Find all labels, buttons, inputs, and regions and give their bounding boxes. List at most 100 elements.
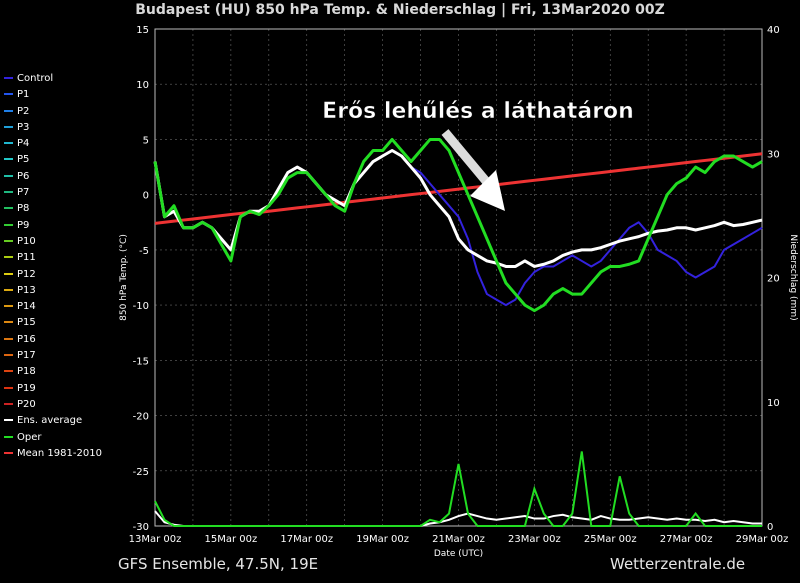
legend-label: P5 bbox=[17, 154, 30, 166]
y2-tick-label: 40 bbox=[767, 25, 780, 36]
legend-item: P17 bbox=[4, 349, 116, 365]
x-tick-label: 13Mar 00z bbox=[129, 534, 182, 545]
x-tick-label: 19Mar 00z bbox=[356, 534, 409, 545]
y-tick-label: -10 bbox=[133, 301, 149, 312]
series-line bbox=[153, 148, 763, 268]
y2-tick-label: 20 bbox=[767, 274, 780, 285]
chart-title: Budapest (HU) 850 hPa Temp. & Niederschl… bbox=[135, 2, 665, 18]
legend-item: P9 bbox=[4, 219, 116, 235]
legend-label: P12 bbox=[17, 268, 36, 280]
legend-swatch bbox=[4, 435, 13, 438]
legend-label: P8 bbox=[17, 203, 30, 215]
legend-label: P11 bbox=[17, 252, 36, 264]
legend-item: Control bbox=[4, 72, 116, 88]
arrow-head bbox=[470, 170, 505, 211]
legend-label: P10 bbox=[17, 235, 36, 247]
y-tick-label: 0 bbox=[143, 191, 149, 202]
y-tick-label: -15 bbox=[133, 356, 149, 367]
legend-item: P2 bbox=[4, 105, 116, 121]
annotation-text: Erős lehűlés a láthatáron bbox=[322, 99, 634, 124]
annotation-arrow bbox=[441, 129, 505, 211]
legend-label: P17 bbox=[17, 350, 36, 362]
legend-swatch bbox=[4, 125, 13, 128]
legend-swatch bbox=[4, 321, 13, 324]
y-tick-label: 5 bbox=[143, 135, 149, 146]
x-tick-label: 15Mar 00z bbox=[205, 534, 258, 545]
arrow-shaft bbox=[441, 129, 494, 189]
x-tick-label: 23Mar 00z bbox=[508, 534, 561, 545]
legend-label: Mean 1981-2010 bbox=[17, 447, 102, 459]
legend-swatch bbox=[4, 337, 13, 340]
x-tick-label: 21Mar 00z bbox=[432, 534, 485, 545]
legend-item: P3 bbox=[4, 121, 116, 137]
legend-item: Oper bbox=[4, 431, 116, 447]
legend-label: P3 bbox=[17, 121, 30, 133]
legend-swatch bbox=[4, 174, 13, 177]
legend-swatch bbox=[4, 370, 13, 373]
legend-item: P4 bbox=[4, 137, 116, 153]
legend-item: P7 bbox=[4, 186, 116, 202]
legend-item: P16 bbox=[4, 333, 116, 349]
legend-item: P18 bbox=[4, 365, 116, 381]
legend-swatch bbox=[4, 272, 13, 275]
legend-swatch bbox=[4, 207, 13, 210]
legend-label: Control bbox=[17, 73, 54, 84]
legend-item: P15 bbox=[4, 316, 116, 332]
y-tick-label: -5 bbox=[139, 246, 149, 257]
legend-item: P5 bbox=[4, 153, 116, 169]
legend: Control P1 P2 P3 P4 P5 P6 P7 P8 P9 P10 P11 P12 P13 P14… bbox=[4, 72, 116, 463]
legend-swatch bbox=[4, 223, 13, 226]
series-line bbox=[153, 137, 763, 313]
legend-item: P19 bbox=[4, 382, 116, 398]
y-axis-label: 850 hPa Temp. (°C) bbox=[119, 234, 129, 321]
y-tick-label: 15 bbox=[136, 25, 149, 36]
legend-label: P13 bbox=[17, 284, 36, 296]
legend-swatch bbox=[4, 109, 13, 112]
legend-label: P20 bbox=[17, 398, 36, 410]
legend-swatch bbox=[4, 77, 13, 79]
legend-swatch bbox=[4, 386, 13, 389]
legend-item: P6 bbox=[4, 170, 116, 186]
legend-item: P14 bbox=[4, 300, 116, 316]
y-tick-label: 10 bbox=[136, 80, 149, 91]
legend-label: P7 bbox=[17, 187, 30, 199]
legend-swatch bbox=[4, 288, 13, 291]
plot-frame bbox=[154, 28, 763, 527]
legend-item: P12 bbox=[4, 268, 116, 284]
y-tick-label: -20 bbox=[133, 412, 149, 423]
y2-tick-label: 10 bbox=[767, 398, 780, 409]
legend-item: P13 bbox=[4, 284, 116, 300]
legend-swatch bbox=[4, 305, 13, 308]
legend-swatch bbox=[4, 402, 13, 405]
legend-label: P9 bbox=[17, 219, 30, 231]
legend-item: P1 bbox=[4, 88, 116, 104]
legend-label: Oper bbox=[17, 431, 42, 443]
footer-source: Wetterzentrale.de bbox=[610, 555, 746, 573]
legend-swatch bbox=[4, 239, 13, 242]
legend-swatch bbox=[4, 142, 13, 145]
legend-item: P10 bbox=[4, 235, 116, 251]
y2-tick-label: 30 bbox=[767, 149, 780, 160]
legend-item: Ens. average bbox=[4, 414, 116, 430]
legend-label: P4 bbox=[17, 138, 30, 150]
y-tick-label: -25 bbox=[133, 467, 149, 478]
y2-axis-label: Niederschlag (mm) bbox=[788, 234, 798, 320]
legend-item: P8 bbox=[4, 202, 116, 218]
footer-model-info: GFS Ensemble, 47.5N, 19E bbox=[118, 555, 319, 573]
legend-swatch bbox=[4, 158, 13, 161]
y2-tick-label: 0 bbox=[767, 522, 773, 533]
legend-label: Ens. average bbox=[17, 415, 83, 427]
legend-swatch bbox=[4, 93, 13, 96]
legend-label: P16 bbox=[17, 333, 36, 345]
legend-label: P6 bbox=[17, 170, 30, 182]
x-tick-label: 25Mar 00z bbox=[584, 534, 637, 545]
legend-swatch bbox=[4, 451, 13, 454]
legend-label: P19 bbox=[17, 382, 36, 394]
x-tick-label: 17Mar 00z bbox=[280, 534, 333, 545]
legend-label: P1 bbox=[17, 89, 30, 101]
x-axis-label: Date (UTC) bbox=[434, 549, 483, 559]
legend-label: P2 bbox=[17, 105, 30, 117]
legend-label: P15 bbox=[17, 317, 36, 329]
temperature-group bbox=[153, 137, 763, 313]
